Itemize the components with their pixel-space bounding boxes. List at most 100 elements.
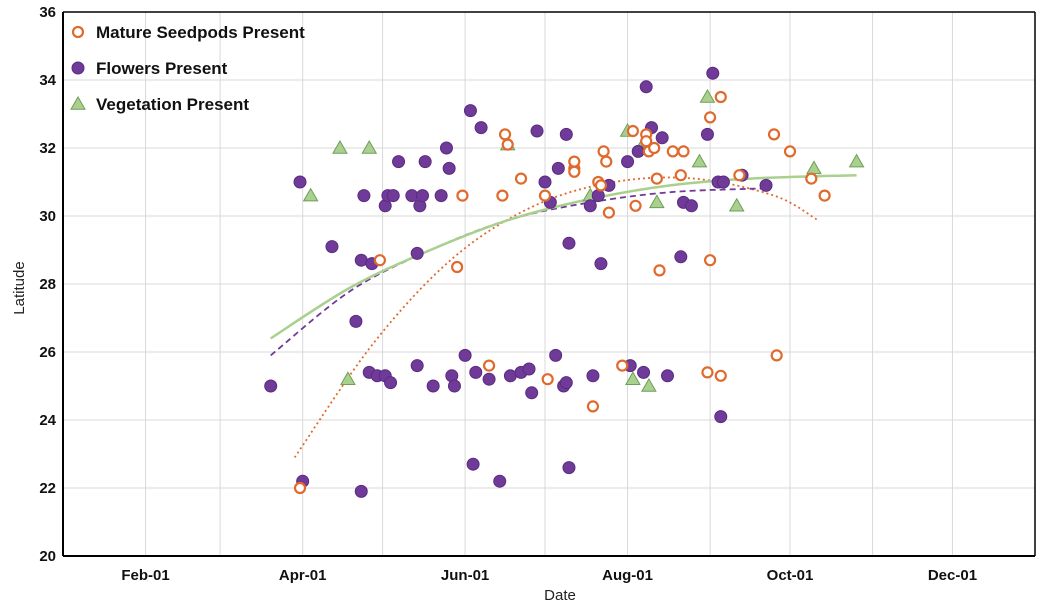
legend-label-flowers-present: Flowers Present — [96, 59, 228, 78]
point-mature-seedpods-present — [733, 169, 746, 182]
point-mature-seedpods-present — [626, 124, 639, 138]
y-tick-label: 20 — [39, 548, 56, 565]
point-flowers-present — [591, 189, 605, 203]
point-flowers-present — [458, 348, 472, 362]
point-mature-seedpods-present — [538, 189, 552, 202]
x-tick-label: Apr-01 — [279, 567, 327, 584]
point-flowers-present — [434, 189, 448, 203]
y-axis-title: Latitude — [11, 261, 28, 314]
point-vegetation-present — [361, 139, 378, 154]
point-flowers-present — [410, 246, 424, 260]
point-flowers-present — [525, 386, 539, 400]
point-mature-seedpods-present — [704, 254, 717, 267]
point-mature-seedpods-present — [767, 128, 781, 141]
point-flowers-present — [354, 253, 368, 267]
point-mature-seedpods-present — [602, 206, 616, 219]
plot-border — [62, 11, 1036, 557]
point-vegetation-present — [691, 153, 708, 168]
point-flowers-present — [426, 379, 440, 393]
point-vegetation-present — [302, 187, 319, 202]
point-flowers-present — [469, 365, 483, 379]
point-mature-seedpods-present — [496, 189, 509, 202]
point-flowers-present — [674, 250, 688, 264]
point-mature-seedpods-present — [650, 172, 663, 185]
point-flowers-present — [325, 240, 339, 254]
point-flowers-present — [384, 376, 398, 390]
point-mature-seedpods-present — [674, 169, 687, 182]
legend: Mature Seedpods Present Flowers Present Ve… — [70, 23, 305, 114]
point-flowers-present — [621, 155, 635, 169]
x-tick-label: Feb-01 — [121, 567, 169, 584]
point-vegetation-present — [648, 194, 665, 209]
point-mature-seedpods-present — [648, 141, 661, 155]
point-flowers-present — [655, 131, 669, 145]
point-mature-seedpods-present — [373, 254, 386, 267]
point-vegetation-present — [641, 377, 657, 392]
point-flowers-present — [583, 199, 597, 213]
point-flowers-present — [631, 144, 645, 158]
legend-marker-mature-seedpods-present — [71, 25, 85, 39]
point-flowers-present — [482, 372, 496, 386]
y-tick-label: 28 — [39, 276, 56, 293]
point-mature-seedpods-present — [629, 199, 642, 212]
point-flowers-present — [639, 80, 653, 94]
trendline-flowers-present — [270, 187, 767, 357]
point-flowers-present — [714, 410, 728, 424]
point-flowers-present — [559, 127, 573, 141]
legend-marker-flowers-present — [71, 61, 85, 75]
point-flowers-present — [594, 257, 608, 271]
legend-label-mature-seedpods-present: Mature Seedpods Present — [96, 23, 305, 42]
point-mature-seedpods-present — [653, 264, 666, 277]
point-flowers-present — [759, 178, 773, 192]
point-mature-seedpods-present — [770, 349, 783, 362]
point-flowers-present — [684, 199, 698, 213]
point-flowers-present — [442, 161, 456, 175]
y-tick-label: 24 — [39, 412, 56, 429]
point-mature-seedpods-present — [594, 179, 608, 192]
point-mature-seedpods-present — [586, 400, 600, 413]
point-mature-seedpods-present — [498, 128, 512, 141]
point-flowers-present — [349, 314, 363, 328]
point-flowers-present — [562, 461, 576, 475]
point-flowers-present — [357, 189, 371, 203]
point-flowers-present — [530, 124, 544, 138]
point-mature-seedpods-present — [677, 145, 690, 158]
point-mature-seedpods-present — [482, 359, 496, 372]
point-vegetation-present — [340, 371, 356, 385]
point-flowers-present — [700, 127, 714, 141]
point-flowers-present — [549, 348, 563, 362]
point-flowers-present — [522, 362, 536, 376]
point-flowers-present — [706, 66, 720, 80]
x-tick-label: Dec-01 — [928, 567, 977, 584]
point-mature-seedpods-present — [666, 145, 679, 158]
point-mature-seedpods-present — [456, 189, 469, 202]
point-flowers-present — [386, 189, 400, 203]
point-vegetation-present — [728, 197, 745, 212]
y-tick-label: 26 — [39, 344, 56, 361]
y-tick-labels: 20 22 24 26 28 30 32 34 36 — [39, 4, 56, 565]
point-flowers-present — [293, 175, 307, 189]
point-flowers-present — [418, 155, 432, 169]
point-flowers-present — [416, 189, 430, 203]
y-tick-label: 32 — [39, 140, 56, 157]
point-flowers-present — [447, 379, 461, 393]
legend-label-vegetation-present: Vegetation Present — [96, 95, 249, 114]
point-flowers-present — [264, 379, 278, 393]
y-tick-label: 30 — [39, 208, 56, 225]
point-mature-seedpods-present — [783, 145, 797, 158]
point-flowers-present — [538, 175, 552, 189]
point-vegetation-present — [699, 88, 716, 103]
point-flowers-present — [493, 474, 507, 488]
point-mature-seedpods-present — [568, 165, 581, 178]
point-mature-seedpods-present — [597, 145, 610, 158]
point-mature-seedpods-present — [600, 155, 613, 168]
x-tick-label: Aug-01 — [602, 567, 653, 584]
point-mature-seedpods-present — [701, 366, 714, 379]
point-mature-seedpods-present — [541, 373, 554, 386]
y-tick-label: 36 — [39, 4, 56, 21]
point-mature-seedpods-present — [451, 260, 464, 274]
point-mature-seedpods-present — [501, 138, 514, 151]
point-mature-seedpods-present — [818, 189, 831, 202]
point-mature-seedpods-present — [704, 111, 717, 124]
